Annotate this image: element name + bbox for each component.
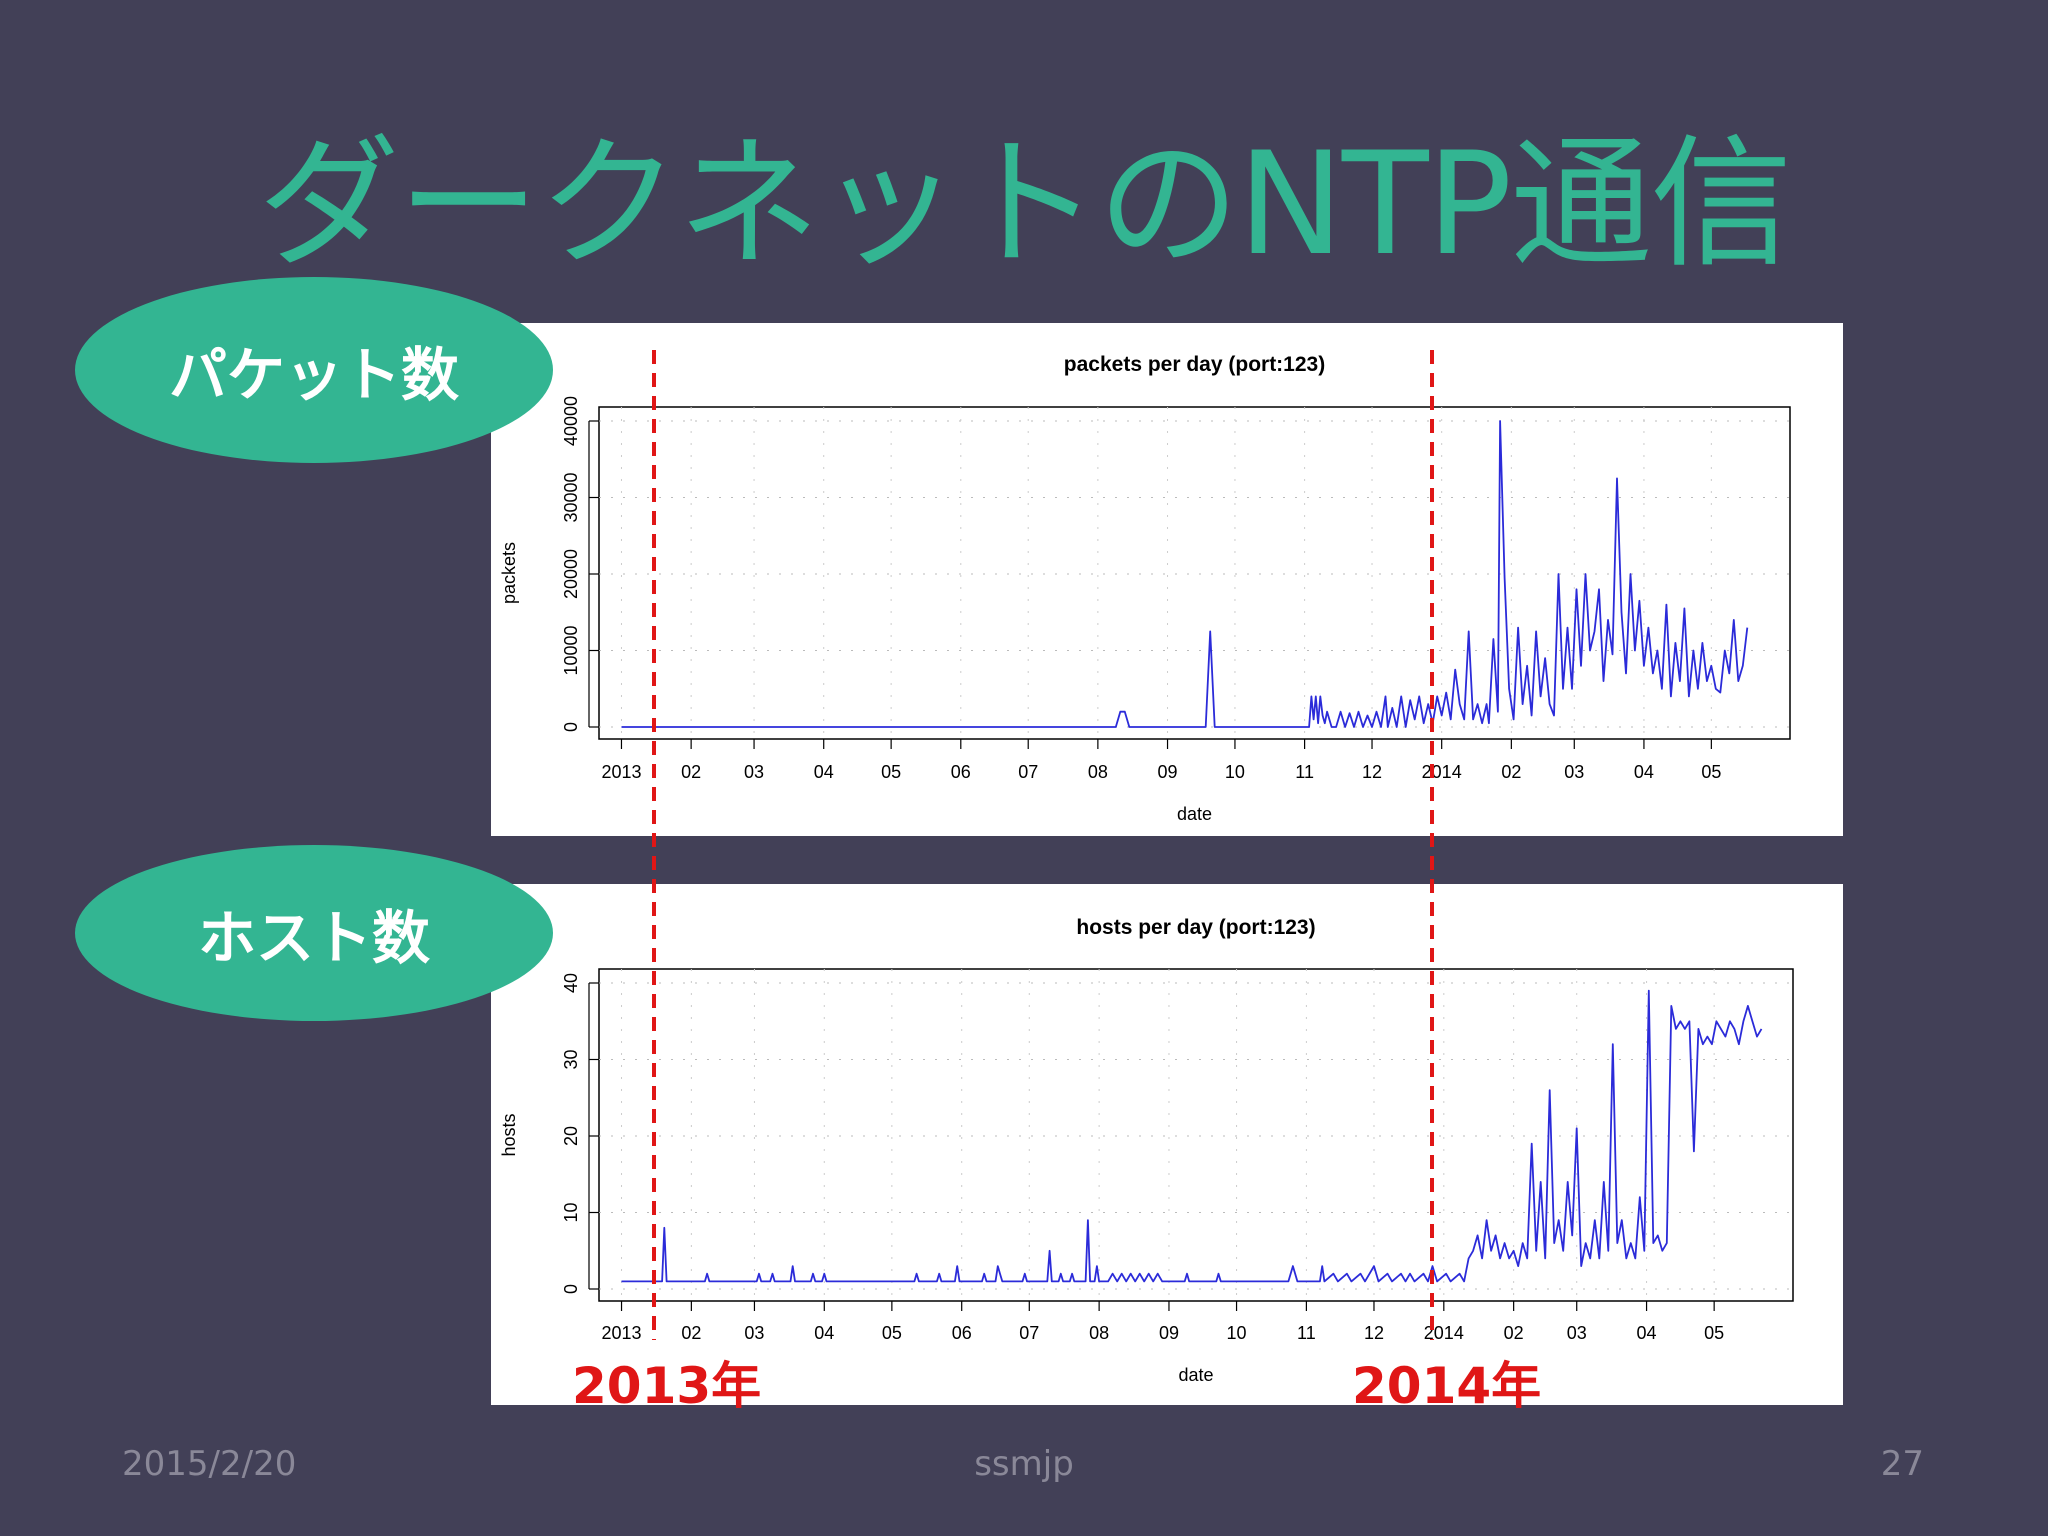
x-tick-label: 02 <box>681 762 701 782</box>
y-tick-label: 0 <box>561 722 581 732</box>
x-tick-label: 05 <box>1704 1323 1724 1343</box>
footer-page-number: 27 <box>1880 1444 1924 1484</box>
y-tick-label: 10000 <box>561 625 581 675</box>
x-tick-label: 11 <box>1297 1323 1316 1343</box>
chart-title: packets per day (port:123) <box>1064 353 1325 376</box>
x-tick-label: 04 <box>1637 1323 1657 1343</box>
packets-label-bubble: パケット数 <box>75 277 553 463</box>
y-tick-label: 30 <box>561 1049 581 1069</box>
x-tick-label: 2013 <box>602 1323 642 1343</box>
chart-title: hosts per day (port:123) <box>1076 916 1315 939</box>
year-label-2013: 2013年 <box>572 1357 762 1415</box>
x-tick-label: 05 <box>882 1323 902 1343</box>
x-tick-label: 10 <box>1225 762 1245 782</box>
x-tick-label: 03 <box>744 1323 764 1343</box>
x-tick-label: 07 <box>1018 762 1038 782</box>
x-tick-label: 05 <box>1701 762 1721 782</box>
y-tick-label: 20000 <box>561 549 581 599</box>
footer-date: 2015/2/20 <box>122 1444 297 1484</box>
x-axis-label: date <box>1178 1365 1213 1385</box>
x-tick-label: 03 <box>744 762 764 782</box>
x-tick-label: 04 <box>1634 762 1654 782</box>
x-tick-label: 02 <box>681 1323 701 1343</box>
year-label-2014: 2014年 <box>1352 1357 1542 1415</box>
x-tick-label: 10 <box>1227 1323 1247 1343</box>
y-tick-label: 30000 <box>561 472 581 522</box>
x-tick-label: 06 <box>952 1323 972 1343</box>
packets-chart: packets per day (port:123) 0 10000 20000 300… <box>499 353 1791 824</box>
y-tick-label: 20 <box>561 1126 581 1146</box>
x-tick-label: 03 <box>1564 762 1584 782</box>
footer-org: ssmjp <box>974 1444 1074 1484</box>
hosts-chart: hosts per day (port:123) 0 10 20 30 40 hosts 20… <box>499 916 1794 1385</box>
x-tick-label: 06 <box>951 762 971 782</box>
slide-title: ダークネットのNTP通信 <box>257 122 1793 287</box>
hosts-label: ホスト数 <box>197 904 430 972</box>
hosts-label-bubble: ホスト数 <box>75 845 553 1021</box>
packets-label: パケット数 <box>168 341 459 409</box>
y-axis-label: hosts <box>499 1113 519 1156</box>
hosts-chart-panel: hosts per day (port:123) 0 10 20 30 40 hosts 20… <box>491 884 1843 1405</box>
x-tick-label: 12 <box>1362 762 1382 782</box>
x-tick-label: 2013 <box>601 762 641 782</box>
y-tick-label: 40 <box>561 973 581 993</box>
x-tick-label: 03 <box>1567 1323 1587 1343</box>
x-tick-label: 04 <box>814 762 834 782</box>
y-tick-label: 40000 <box>561 396 581 446</box>
x-tick-label: 08 <box>1089 1323 1109 1343</box>
x-tick-label: 2014 <box>1424 1323 1464 1343</box>
x-tick-label: 02 <box>1504 1323 1524 1343</box>
x-tick-label: 08 <box>1088 762 1108 782</box>
plot-frame <box>598 968 1794 1302</box>
x-tick-label: 05 <box>881 762 901 782</box>
plot-frame <box>598 406 1791 740</box>
packets-chart-panel: packets per day (port:123) 0 10000 20000 300… <box>491 323 1843 836</box>
y-axis-label: packets <box>499 542 519 604</box>
series-line-packets <box>621 420 1749 728</box>
x-tick-label: 02 <box>1501 762 1521 782</box>
x-axis-label: date <box>1177 804 1212 824</box>
y-tick-label: 0 <box>561 1284 581 1294</box>
x-tick-label: 04 <box>814 1323 834 1343</box>
x-tick-label: 12 <box>1364 1323 1384 1343</box>
x-tick-label: 07 <box>1019 1323 1039 1343</box>
x-tick-label: 2014 <box>1422 762 1462 782</box>
series-line-hosts <box>621 989 1763 1283</box>
y-tick-label: 10 <box>561 1202 581 1222</box>
x-tick-label: 09 <box>1159 1323 1179 1343</box>
x-tick-label: 11 <box>1295 762 1314 782</box>
x-tick-label: 09 <box>1158 762 1178 782</box>
